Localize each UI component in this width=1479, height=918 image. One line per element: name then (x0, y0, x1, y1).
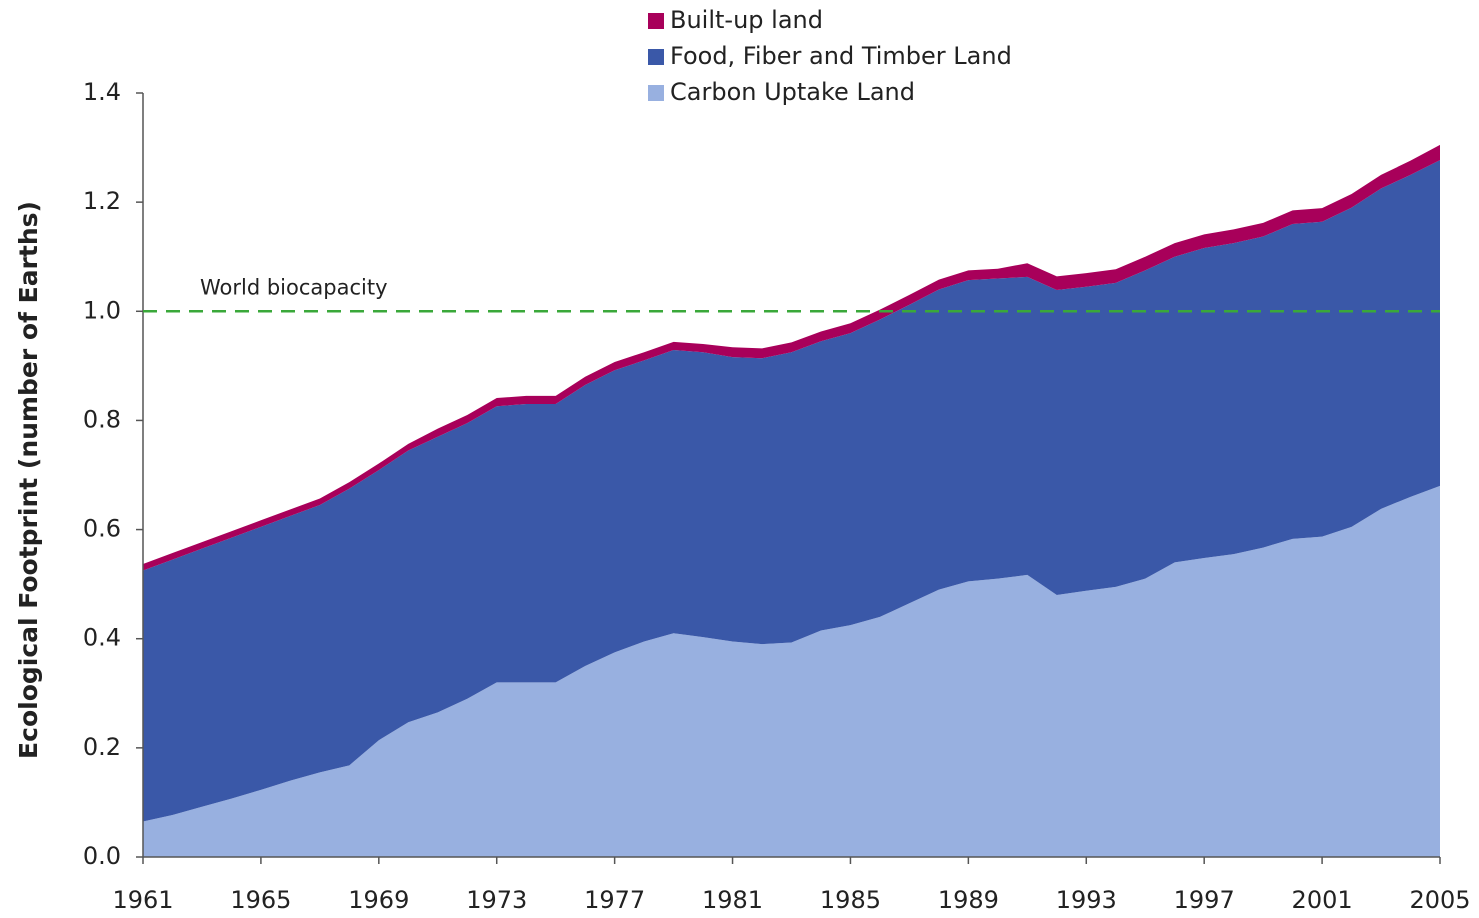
area (143, 485, 1440, 857)
legend-label: Carbon Uptake Land (670, 78, 915, 106)
legend-label: Food, Fiber and Timber Land (670, 42, 1012, 70)
y-tick-label: 0.4 (83, 624, 121, 652)
x-tick-label: 1969 (348, 886, 409, 914)
y-tick-label: 1.4 (83, 78, 121, 106)
x-tick-label: 1981 (702, 886, 763, 914)
x-tick-label: 1961 (112, 886, 173, 914)
y-axis-label: Ecological Footprint (number of Earths) (14, 201, 43, 759)
x-tick-label: 1977 (584, 886, 645, 914)
y-tick-label: 0.2 (83, 733, 121, 761)
x-tick-label: 1997 (1174, 886, 1235, 914)
y-tick-label: 1.2 (83, 187, 121, 215)
y-tick-label: 0.8 (83, 405, 121, 433)
area (143, 160, 1440, 822)
x-tick-label: 1973 (466, 886, 527, 914)
x-tick-label: 1985 (820, 886, 881, 914)
x-tick-label: 2005 (1409, 886, 1470, 914)
x-tick-label: 1989 (938, 886, 999, 914)
x-tick-label: 1993 (1056, 886, 1117, 914)
x-tick-label: 1965 (230, 886, 291, 914)
legend-swatch (648, 85, 664, 101)
reference-label: World biocapacity (200, 275, 388, 299)
x-tick-label: 2001 (1292, 886, 1353, 914)
y-tick-label: 1.0 (83, 296, 121, 324)
legend-label: Built-up land (670, 6, 823, 34)
legend-swatch (648, 49, 664, 65)
y-tick-label: 0.6 (83, 515, 121, 543)
y-tick-label: 0.0 (83, 842, 121, 870)
legend-swatch (648, 13, 664, 29)
